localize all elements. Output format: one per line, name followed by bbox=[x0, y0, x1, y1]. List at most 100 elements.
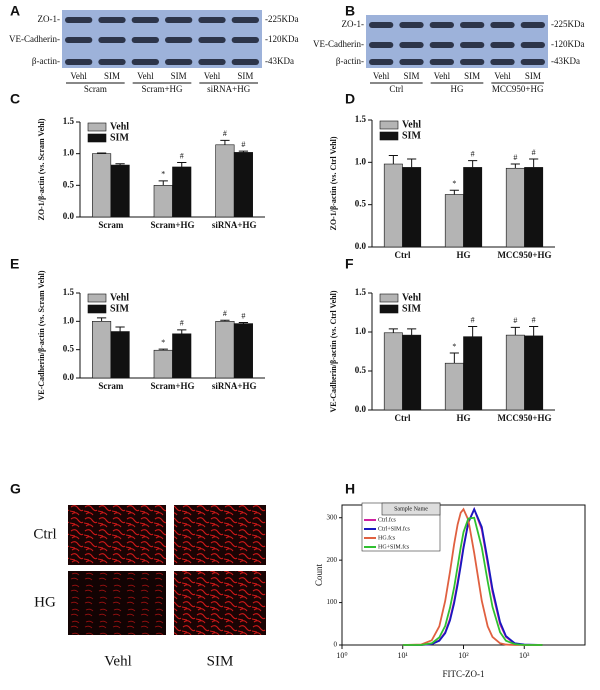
error-bar bbox=[238, 321, 249, 324]
legend-swatch bbox=[379, 131, 399, 141]
y-axis-label: ZO-1/β-actin (vs. Ctrl Vehl) bbox=[329, 136, 338, 230]
error-bar bbox=[96, 317, 107, 322]
blot-band bbox=[98, 59, 126, 65]
error-bar bbox=[449, 352, 459, 364]
significance-mark: * bbox=[452, 342, 456, 351]
y-tick-label: 1.5 bbox=[63, 287, 75, 297]
blot-band bbox=[231, 37, 259, 43]
lane-label: SIM bbox=[525, 71, 541, 81]
bar bbox=[383, 332, 403, 411]
bar bbox=[444, 194, 464, 248]
y-tick-label: 0.5 bbox=[355, 365, 367, 375]
legend-label: Vehl bbox=[110, 292, 129, 303]
legend-label: Ctrl+SIM.fcs bbox=[378, 525, 411, 532]
bar bbox=[172, 333, 192, 379]
blot-band bbox=[490, 22, 515, 28]
micrograph bbox=[174, 571, 266, 635]
error-bar bbox=[388, 328, 398, 333]
significance-mark: # bbox=[513, 316, 517, 325]
error-bar bbox=[158, 180, 168, 186]
error-bar bbox=[158, 348, 168, 351]
significance-mark: # bbox=[532, 315, 536, 324]
error-bar bbox=[220, 139, 230, 145]
significance-mark: # bbox=[180, 319, 184, 328]
panel-letter: C bbox=[10, 91, 20, 107]
blot-band bbox=[490, 42, 515, 48]
significance-mark: # bbox=[471, 149, 475, 158]
significance-mark: # bbox=[471, 315, 475, 324]
group-label: HG bbox=[451, 84, 464, 94]
y-axis-label: VE-Cadherin/β-actin (vs. Ctrl Vehl) bbox=[329, 290, 338, 412]
legend-label: SIM bbox=[402, 303, 421, 314]
panel-letter: D bbox=[345, 91, 355, 107]
bar bbox=[233, 152, 253, 218]
x-tick-label: MCC950+HG bbox=[497, 250, 551, 260]
blot-row-label: VE-Cadherin- bbox=[9, 34, 60, 44]
y-tick-label: 1.5 bbox=[355, 287, 367, 297]
error-bar bbox=[115, 163, 125, 166]
significance-mark: * bbox=[161, 170, 165, 179]
y-axis-label: VE-Cadherin/β-actin (vs. Scram Vehl) bbox=[37, 270, 46, 400]
blot-band bbox=[520, 22, 545, 28]
panel-letter: B bbox=[345, 3, 355, 19]
y-tick-label: 0.5 bbox=[63, 344, 75, 354]
group-label: MCC950+HG bbox=[492, 84, 544, 94]
legend-label: SIM bbox=[110, 132, 129, 143]
error-bar bbox=[468, 326, 478, 337]
error-bar bbox=[449, 189, 459, 195]
group-label: Scram bbox=[84, 84, 107, 94]
histogram-line bbox=[402, 507, 543, 646]
lane-label: Vehl bbox=[373, 71, 390, 81]
bar bbox=[463, 336, 483, 411]
y-tick-label: 0.5 bbox=[355, 199, 367, 209]
error-bar bbox=[407, 158, 417, 168]
lane-label: Vehl bbox=[137, 71, 154, 81]
legend-title: Sample Name bbox=[394, 506, 428, 512]
lane-label: Vehl bbox=[494, 71, 511, 81]
blot-size-label: -225KDa bbox=[551, 19, 585, 29]
lane-label: Vehl bbox=[204, 71, 221, 81]
error-bar bbox=[529, 326, 539, 336]
x-tick-label: 10³ bbox=[519, 651, 530, 660]
x-tick-label: HG bbox=[456, 413, 470, 423]
group-label: Ctrl bbox=[389, 84, 404, 94]
blot-band bbox=[429, 22, 454, 28]
x-tick-label: siRNA+HG bbox=[212, 220, 257, 230]
x-axis-label: FITC-ZO-1 bbox=[443, 669, 485, 679]
blot-band bbox=[131, 59, 159, 65]
blot-band bbox=[65, 17, 93, 23]
bar bbox=[110, 331, 130, 379]
blot-row-label: ZO-1- bbox=[38, 14, 61, 24]
blot-band bbox=[399, 42, 424, 48]
row-label: HG bbox=[34, 594, 56, 610]
legend-swatch bbox=[87, 304, 107, 314]
error-bar bbox=[177, 162, 187, 167]
blot-band bbox=[399, 59, 424, 65]
x-tick-label: 10⁰ bbox=[336, 651, 347, 660]
bar bbox=[524, 167, 544, 248]
blot-band bbox=[520, 59, 545, 65]
blot-band bbox=[98, 17, 126, 23]
significance-mark: # bbox=[223, 309, 227, 318]
blot-band bbox=[131, 37, 159, 43]
blot-band bbox=[399, 22, 424, 28]
blot bbox=[366, 15, 548, 68]
row-label: Ctrl bbox=[33, 526, 56, 542]
blot-size-label: -43KDa bbox=[265, 56, 294, 66]
legend-label: HG.fcs bbox=[378, 534, 396, 541]
legend-swatch bbox=[87, 133, 107, 143]
panel-letter: F bbox=[345, 256, 354, 272]
x-tick-label: 10¹ bbox=[398, 651, 409, 660]
y-tick-label: 1.5 bbox=[63, 116, 75, 126]
blot-band bbox=[231, 17, 259, 23]
blot-band bbox=[520, 42, 545, 48]
blot-band bbox=[369, 59, 394, 65]
error-bar bbox=[468, 160, 478, 168]
panel-letter: G bbox=[10, 481, 21, 497]
legend-header bbox=[381, 502, 441, 516]
x-tick-label: Scram+HG bbox=[150, 220, 194, 230]
y-tick-label: 1.5 bbox=[355, 114, 367, 124]
blot-band bbox=[198, 17, 226, 23]
blot-band bbox=[165, 37, 193, 43]
